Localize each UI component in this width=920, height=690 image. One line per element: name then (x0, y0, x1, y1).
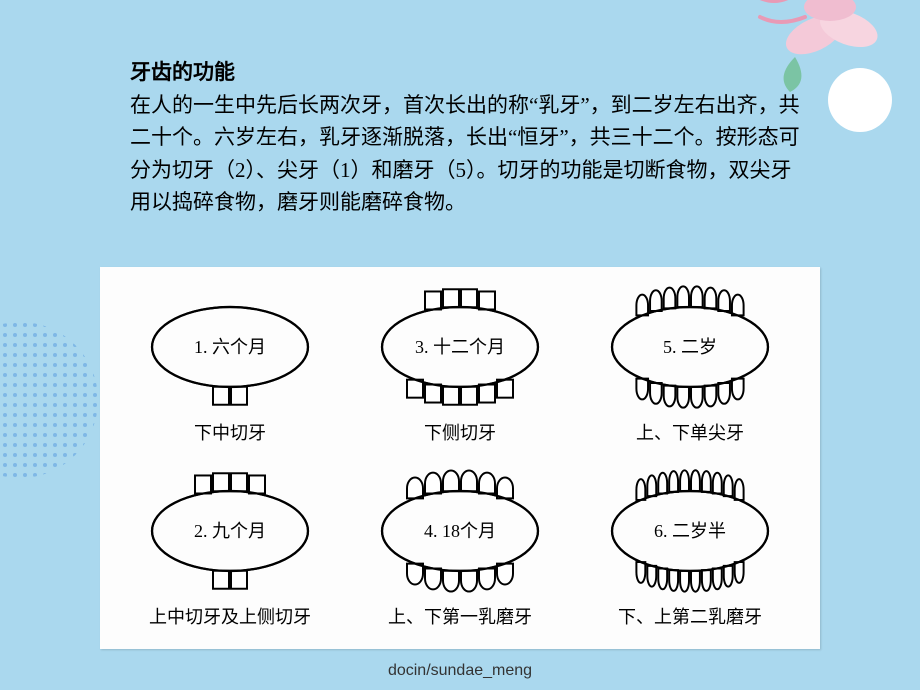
diagram-cell: 5. 二岁上、下单尖牙 (584, 281, 796, 455)
svg-text:6. 二岁半: 6. 二岁半 (654, 521, 726, 541)
diagram-caption: 下侧切牙 (424, 419, 496, 445)
diagram-grid: 1. 六个月下中切牙3. 十二个月下侧切牙5. 二岁上、下单尖牙2. 九个月上中… (124, 281, 796, 639)
diagram-cell: 2. 九个月上中切牙及上侧切牙 (124, 465, 336, 639)
diagram-caption: 上中切牙及上侧切牙 (149, 603, 311, 629)
diagram-cell: 1. 六个月下中切牙 (124, 281, 336, 455)
diagram-cell: 3. 十二个月下侧切牙 (354, 281, 566, 455)
diagram-caption: 上、下第一乳磨牙 (388, 603, 532, 629)
svg-text:4. 18个月: 4. 18个月 (424, 521, 496, 541)
diagram-caption: 下、上第二乳磨牙 (618, 603, 762, 629)
diagram-caption: 上、下单尖牙 (636, 419, 744, 445)
diagram-caption: 下中切牙 (194, 419, 266, 445)
figure-box: 1. 六个月下中切牙3. 十二个月下侧切牙5. 二岁上、下单尖牙2. 九个月上中… (100, 267, 820, 649)
slide-body: 在人的一生中先后长两次牙，首次长出的称“乳牙”，到二岁左右出齐，共二十个。六岁左… (130, 93, 800, 215)
diagram-cell: 6. 二岁半下、上第二乳磨牙 (584, 465, 796, 639)
diagram-cell: 4. 18个月上、下第一乳磨牙 (354, 465, 566, 639)
svg-text:1. 六个月: 1. 六个月 (194, 337, 266, 357)
slide-title: 牙齿的功能 (130, 60, 235, 84)
text-block: 牙齿的功能 在人的一生中先后长两次牙，首次长出的称“乳牙”，到二岁左右出齐，共二… (130, 56, 810, 219)
svg-text:2. 九个月: 2. 九个月 (194, 521, 266, 541)
svg-text:3. 十二个月: 3. 十二个月 (415, 337, 505, 357)
footer-text: docin/sundae_meng (0, 662, 920, 680)
decor-dots-left (0, 322, 98, 478)
svg-text:5. 二岁: 5. 二岁 (663, 337, 717, 357)
